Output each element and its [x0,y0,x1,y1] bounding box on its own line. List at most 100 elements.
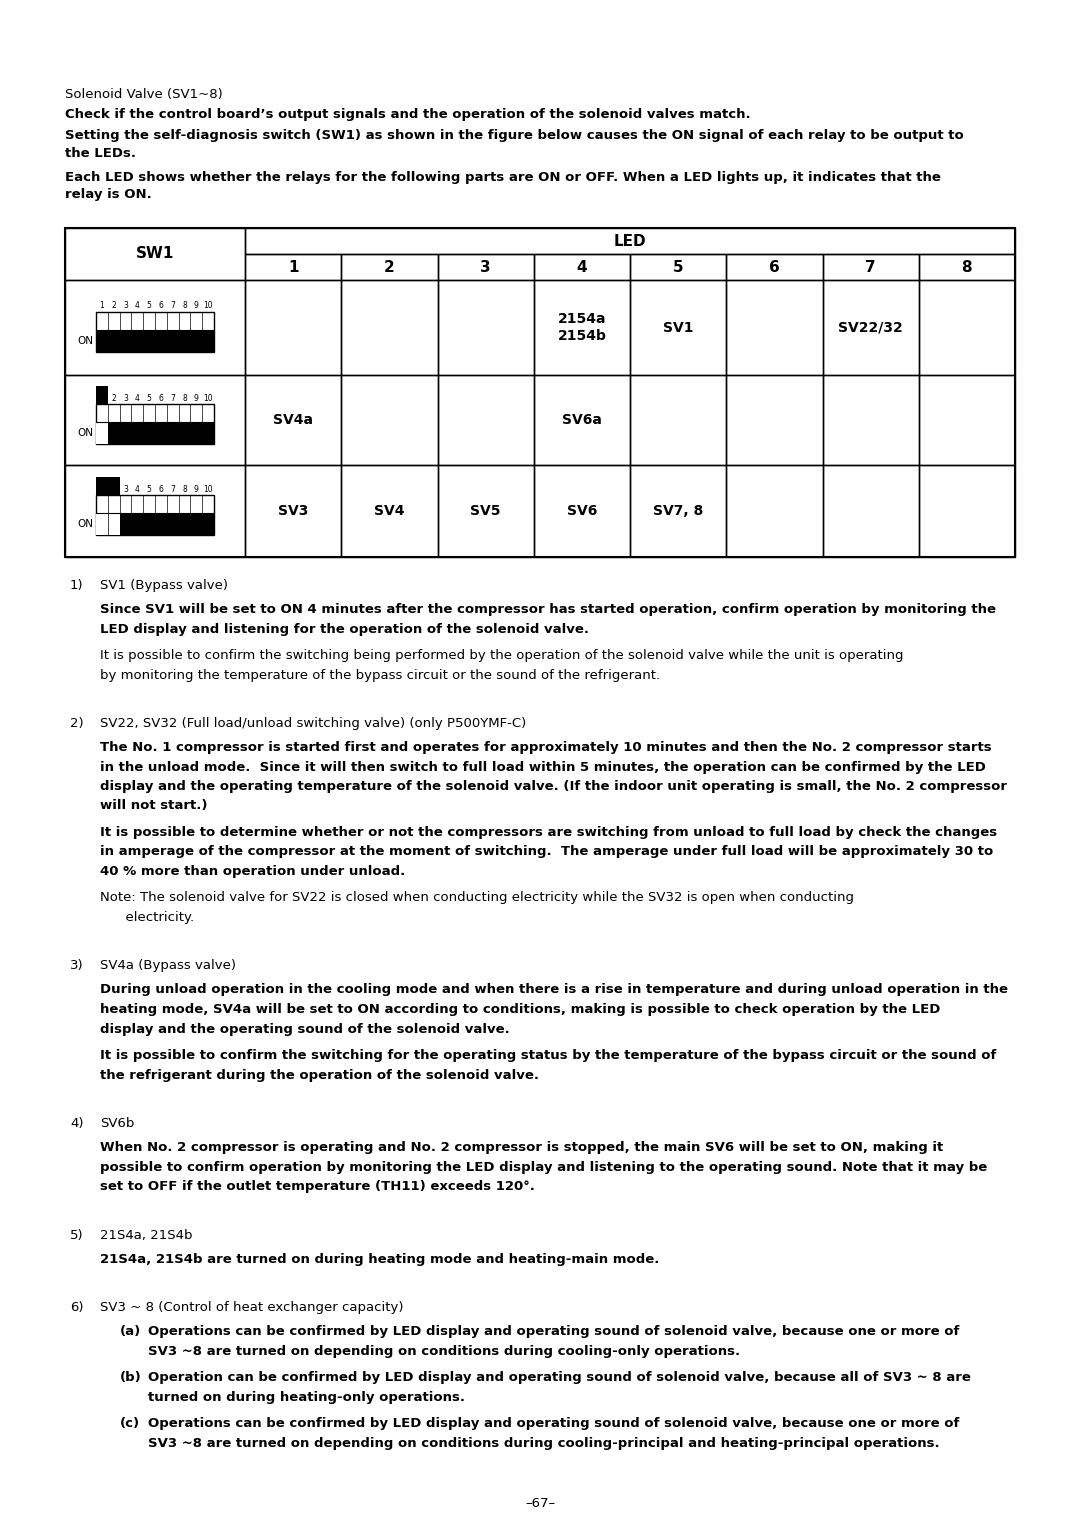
Text: 5: 5 [147,394,151,403]
Bar [108,477,120,495]
Text: 8: 8 [961,260,972,275]
Text: 4: 4 [135,484,139,494]
Text: Solenoid Valve (SV1~8): Solenoid Valve (SV1~8) [65,89,222,101]
Bar [341,254,437,280]
Text: It is possible to determine whether or not the compressors are switching from un: It is possible to determine whether or n… [100,827,997,839]
Bar [630,254,726,280]
Text: SV5: SV5 [471,504,501,518]
Text: SV3 ~ 8 (Control of heat exchanger capacity): SV3 ~ 8 (Control of heat exchanger capac… [100,1300,404,1314]
Text: 7: 7 [171,301,175,310]
Text: 9: 9 [194,484,199,494]
Text: 6): 6) [70,1300,83,1314]
Text: 2): 2) [70,717,83,730]
Text: 4: 4 [135,394,139,403]
Text: 7: 7 [171,484,175,494]
Text: 1): 1) [70,579,83,591]
Text: Since SV1 will be set to ON 4 minutes after the compressor has started operation: Since SV1 will be set to ON 4 minutes af… [100,604,996,616]
Text: 3): 3) [70,960,83,972]
Text: It is possible to confirm the switching being performed by the operation of the : It is possible to confirm the switching … [100,649,904,662]
Bar [726,465,823,558]
Bar [534,374,630,465]
Text: (a): (a) [120,1325,141,1339]
Text: The No. 1 compressor is started first and operates for approximately 10 minutes : The No. 1 compressor is started first an… [100,741,991,753]
Text: SV22, SV32 (Full load/unload switching valve) (only P500YMF-C): SV22, SV32 (Full load/unload switching v… [100,717,526,730]
Text: 6: 6 [159,394,163,403]
Bar [245,228,1015,254]
Bar [534,280,630,374]
Bar [630,280,726,374]
Text: –67–: –67– [525,1497,555,1510]
Bar [534,254,630,280]
Bar [534,465,630,558]
Text: 7: 7 [171,394,175,403]
Bar [341,465,437,558]
Text: SV3: SV3 [278,504,308,518]
Text: 2: 2 [111,301,116,310]
Text: (c): (c) [120,1416,140,1430]
Bar [919,254,1015,280]
Bar [65,228,1015,558]
Bar [96,513,214,535]
Bar [65,465,245,558]
Bar [437,254,534,280]
Bar [96,403,214,445]
Bar [96,477,108,495]
Bar [630,465,726,558]
Text: SV1 (Bypass valve): SV1 (Bypass valve) [100,579,228,591]
Bar [823,254,919,280]
Text: Each LED shows whether the relays for the following parts are ON or OFF. When a : Each LED shows whether the relays for th… [65,171,941,202]
Text: will not start.): will not start.) [100,799,207,813]
Text: 5: 5 [147,301,151,310]
Text: Check if the control board’s output signals and the operation of the solenoid va: Check if the control board’s output sign… [65,108,751,121]
Bar [437,465,534,558]
Bar [245,280,341,374]
Text: Setting the self-diagnosis switch (SW1) as shown in the figure below causes the : Setting the self-diagnosis switch (SW1) … [65,130,963,160]
Text: During unload operation in the cooling mode and when there is a rise in temperat: During unload operation in the cooling m… [100,984,1008,996]
Text: Operations can be confirmed by LED display and operating sound of solenoid valve: Operations can be confirmed by LED displ… [148,1416,959,1430]
Bar [245,374,341,465]
Text: 2: 2 [111,484,116,494]
Text: 9: 9 [194,394,199,403]
Text: 6: 6 [159,484,163,494]
Bar [245,254,341,280]
Text: 8: 8 [183,301,187,310]
Text: 21S4a, 21S4b: 21S4a, 21S4b [100,1229,192,1241]
Text: Note: The solenoid valve for SV22 is closed when conducting electricity while th: Note: The solenoid valve for SV22 is clo… [100,891,854,905]
Text: LED display and listening for the operation of the solenoid valve.: LED display and listening for the operat… [100,622,589,636]
Bar [630,374,726,465]
Text: in amperage of the compressor at the moment of switching.  The amperage under fu: in amperage of the compressor at the mom… [100,845,994,859]
Bar [919,280,1015,374]
Bar [919,374,1015,465]
Text: 1: 1 [288,260,298,275]
Text: by monitoring the temperature of the bypass circuit or the sound of the refriger: by monitoring the temperature of the byp… [100,669,660,681]
Text: SV6b: SV6b [100,1117,134,1131]
Bar [823,280,919,374]
Bar [726,280,823,374]
Text: 5): 5) [70,1229,83,1241]
Bar [96,495,214,535]
Text: SV6a: SV6a [562,413,602,426]
Text: (b): (b) [120,1371,141,1384]
Text: 5: 5 [147,484,151,494]
Bar [96,312,214,351]
Bar [96,513,108,535]
Text: 6: 6 [769,260,780,275]
Text: 8: 8 [183,484,187,494]
Text: SV3 ~8 are turned on depending on conditions during cooling-principal and heatin: SV3 ~8 are turned on depending on condit… [148,1436,940,1450]
Text: SV22/32: SV22/32 [838,321,903,335]
Text: turned on during heating-only operations.: turned on during heating-only operations… [148,1390,465,1404]
Text: 1: 1 [99,484,105,494]
Text: It is possible to confirm the switching for the operating status by the temperat: It is possible to confirm the switching … [100,1050,997,1062]
Text: 2154a
2154b: 2154a 2154b [557,312,606,342]
Text: SV4: SV4 [374,504,405,518]
Text: 3: 3 [123,394,127,403]
Text: SV6: SV6 [567,504,597,518]
Text: 4: 4 [577,260,588,275]
Text: Operation can be confirmed by LED display and operating sound of solenoid valve,: Operation can be confirmed by LED displa… [148,1371,971,1384]
Text: 10: 10 [203,394,213,403]
Bar [341,280,437,374]
Text: the refrigerant during the operation of the solenoid valve.: the refrigerant during the operation of … [100,1068,539,1082]
Bar [96,387,108,403]
Text: 5: 5 [673,260,684,275]
Bar [726,254,823,280]
